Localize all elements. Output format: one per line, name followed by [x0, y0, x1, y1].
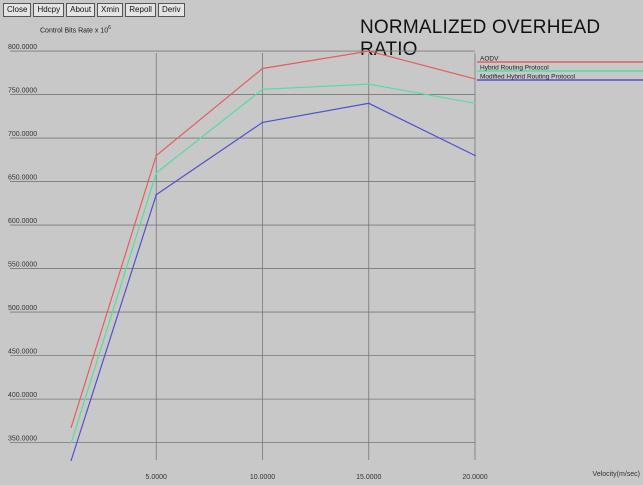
y-tick-label: 450.0000 — [8, 349, 37, 356]
series-2-point — [261, 88, 264, 91]
y-axis-label: Control Bits Rate x 106 — [40, 25, 111, 34]
series-2-point — [155, 171, 158, 174]
legend-label: Hybrid Routing Protocol — [480, 65, 549, 72]
series-1-point — [155, 154, 158, 157]
x-tick-label: 10.0000 — [250, 474, 275, 481]
x-tick-label: 5.0000 — [146, 474, 168, 481]
series-2-point — [474, 102, 476, 105]
x-tick-label: 15.0000 — [356, 474, 381, 481]
close-button[interactable]: Close — [3, 3, 32, 17]
series-1-point — [261, 67, 264, 70]
about-button[interactable]: About — [66, 3, 96, 17]
y-tick-label: 650.0000 — [8, 175, 37, 182]
y-tick-label: 750.0000 — [8, 88, 37, 95]
series-3-point — [70, 459, 73, 461]
series-3-point — [367, 102, 370, 105]
y-tick-label: 800.0000 — [8, 44, 37, 51]
x-axis-label: Velocity(m/sec) — [593, 471, 640, 478]
series-1-point — [367, 50, 370, 52]
deriv-button[interactable]: Deriv — [157, 3, 185, 17]
y-tick-label: 550.0000 — [8, 262, 37, 269]
y-tick-label: 600.0000 — [8, 218, 37, 225]
series-2-point — [367, 83, 370, 86]
legend-label: AODV — [480, 56, 499, 63]
series-line-1 — [70, 50, 476, 428]
series-2-point — [70, 441, 73, 444]
series-3-point — [261, 121, 264, 124]
y-tick-label: 500.0000 — [8, 305, 37, 312]
y-tick-label: 400.0000 — [8, 392, 37, 399]
series-1-point — [474, 77, 476, 80]
y-tick-label: 700.0000 — [8, 131, 37, 138]
series-line-3 — [70, 102, 476, 461]
repoll-button[interactable]: Repoll — [125, 3, 156, 17]
series-3-point — [155, 193, 158, 196]
y-tick-label: 350.0000 — [8, 436, 37, 443]
series-3-point — [474, 154, 476, 157]
series-1-point — [70, 426, 73, 428]
legend-label: Modified Hybrid Routing Protocol — [480, 74, 576, 81]
chart-title: NORMALIZED OVERHEAD RATIO — [360, 17, 601, 60]
x-tick-label: 20.0000 — [462, 474, 487, 481]
xmin-button[interactable]: Xmin — [97, 3, 124, 17]
y-axis-label-text: Control Bits Rate x 10 — [40, 27, 109, 35]
toolbar: Close Hdcpy About Xmin Repoll Deriv — [3, 3, 185, 17]
hdcpy-button[interactable]: Hdcpy — [33, 3, 65, 17]
y-axis-label-exponent: 6 — [108, 25, 111, 31]
